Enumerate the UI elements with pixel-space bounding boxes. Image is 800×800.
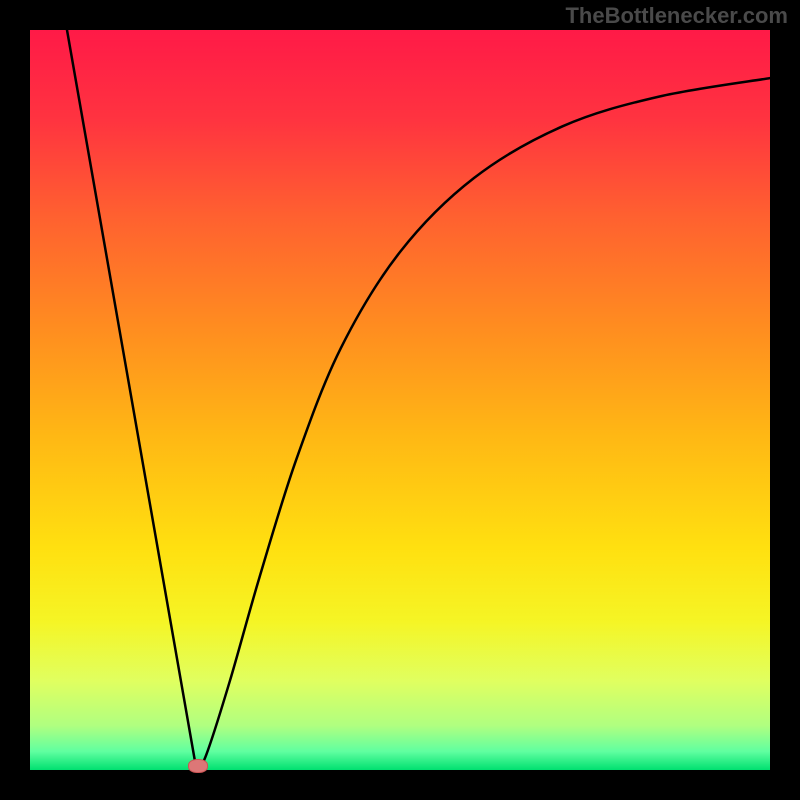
gradient-background (30, 30, 770, 770)
chart-container: TheBottlenecker.com (0, 0, 800, 800)
watermark-text: TheBottlenecker.com (565, 3, 788, 29)
plot-area (30, 30, 770, 770)
optimal-point-marker (188, 759, 208, 773)
curve-layer (30, 30, 770, 770)
